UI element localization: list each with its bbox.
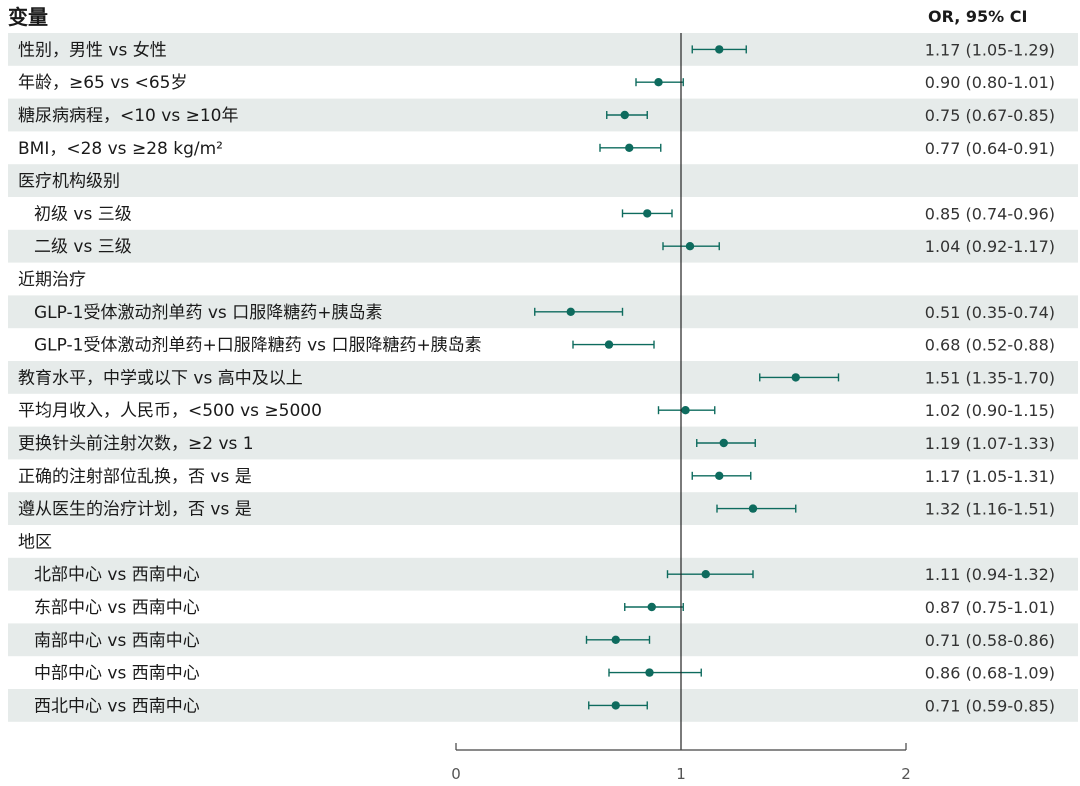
estimate-marks bbox=[534, 45, 840, 710]
x-tick-label: 1 bbox=[676, 765, 686, 783]
row-band bbox=[8, 98, 1078, 132]
estimate-point bbox=[611, 635, 620, 644]
estimate-point bbox=[620, 110, 629, 120]
row-label: 地区 bbox=[18, 532, 52, 552]
row-label: GLP-1受体激动剂单药+口服降糖药 vs 口服降糖药+胰岛素 bbox=[34, 336, 482, 356]
estimate-point bbox=[701, 570, 710, 579]
estimate-value: 0.87 (0.75-1.01) bbox=[925, 598, 1055, 617]
row-band bbox=[8, 689, 1078, 722]
row-band bbox=[8, 164, 1078, 197]
x-axis: 0 1 2 bbox=[451, 33, 911, 783]
estimate-value: 1.32 (1.16-1.51) bbox=[925, 500, 1055, 519]
row-label: 中部中心 vs 西南中心 bbox=[34, 664, 200, 684]
x-tick-label: 0 bbox=[451, 765, 461, 783]
estimate-value: 1.11 (0.94-1.32) bbox=[925, 565, 1055, 584]
estimate-value: 0.71 (0.58-0.86) bbox=[925, 631, 1055, 650]
estimate-value: 1.04 (0.92-1.17) bbox=[925, 237, 1055, 256]
row-band bbox=[8, 426, 1078, 460]
estimate-value: 1.17 (1.05-1.31) bbox=[925, 467, 1055, 486]
row-label: 北部中心 vs 西南中心 bbox=[34, 565, 200, 585]
row-label: 初级 vs 三级 bbox=[34, 204, 132, 224]
estimate-value: 0.68 (0.52-0.88) bbox=[925, 336, 1055, 355]
row-label: 教育水平，中学或以下 vs 高中及以上 bbox=[18, 368, 303, 388]
row-band bbox=[8, 229, 1078, 263]
estimate-value: 0.75 (0.67-0.85) bbox=[925, 106, 1055, 125]
estimate-point bbox=[654, 78, 663, 87]
row-label: 性别，男性 vs 女性 bbox=[18, 40, 167, 60]
row-label: 正确的注射部位乱换，否 vs 是 bbox=[18, 467, 252, 487]
estimate-point bbox=[748, 504, 758, 513]
x-tick-label: 2 bbox=[901, 765, 911, 783]
estimate-point bbox=[625, 143, 634, 152]
estimate-point bbox=[645, 668, 654, 677]
estimate-column-header: OR, 95% CI bbox=[928, 7, 1027, 26]
row-label: 平均月收入，人民币，<500 vs ≥5000 bbox=[18, 401, 322, 421]
estimate-point bbox=[643, 209, 652, 218]
row-label: 二级 vs 三级 bbox=[34, 237, 132, 257]
estimate-value: 0.90 (0.80-1.01) bbox=[925, 73, 1055, 92]
row-band bbox=[8, 361, 1078, 394]
row-band bbox=[8, 492, 1078, 525]
estimate-point bbox=[715, 471, 724, 480]
estimate-value: 0.85 (0.74-0.96) bbox=[925, 204, 1055, 223]
estimate-value: 0.77 (0.64-0.91) bbox=[925, 139, 1055, 158]
estimate-point bbox=[715, 45, 724, 54]
estimate-value: 1.17 (1.05-1.29) bbox=[925, 40, 1055, 59]
row-label: 近期治疗 bbox=[18, 270, 86, 290]
row-label: 西北中心 vs 西南中心 bbox=[34, 696, 200, 716]
row-band bbox=[8, 33, 1078, 66]
row-label: 年龄，≥65 vs <65岁 bbox=[18, 73, 187, 93]
row-label: 南部中心 vs 西南中心 bbox=[34, 631, 200, 651]
estimate-values: 1.17 (1.05-1.29) 0.90 (0.80-1.01) 0.75 (0.… bbox=[925, 40, 1055, 715]
estimate-point bbox=[685, 242, 695, 251]
estimate-point bbox=[566, 307, 575, 316]
estimate-point bbox=[681, 406, 690, 415]
estimate-value: 0.51 (0.35-0.74) bbox=[925, 303, 1055, 322]
row-label: 更换针头前注射次数，≥2 vs 1 bbox=[18, 434, 254, 454]
estimate-point bbox=[611, 701, 620, 710]
row-label: 遵从医生的治疗计划，否 vs 是 bbox=[18, 500, 252, 520]
row-label: 糖尿病病程，<10 vs ≥10年 bbox=[18, 106, 238, 126]
row-band bbox=[8, 623, 1078, 657]
estimate-point bbox=[647, 602, 656, 612]
estimate-value: 0.86 (0.68-1.09) bbox=[925, 664, 1055, 683]
estimate-point bbox=[719, 438, 728, 448]
row-band bbox=[8, 557, 1078, 591]
estimate-value: 1.51 (1.35-1.70) bbox=[925, 368, 1055, 387]
estimate-value: 0.71 (0.59-0.85) bbox=[925, 696, 1055, 715]
estimate-point bbox=[791, 373, 800, 382]
row-label: BMI，<28 vs ≥28 kg/m² bbox=[18, 139, 223, 159]
row-label: GLP-1受体激动剂单药 vs 口服降糖药+胰岛素 bbox=[34, 303, 382, 323]
estimate-value: 1.19 (1.07-1.33) bbox=[925, 434, 1055, 453]
row-label: 东部中心 vs 西南中心 bbox=[34, 598, 200, 618]
estimate-value: 1.02 (0.90-1.15) bbox=[925, 401, 1055, 420]
estimate-point bbox=[604, 340, 614, 349]
variable-column-header: 变量 bbox=[8, 5, 48, 29]
row-label: 医疗机构级别 bbox=[18, 172, 120, 192]
